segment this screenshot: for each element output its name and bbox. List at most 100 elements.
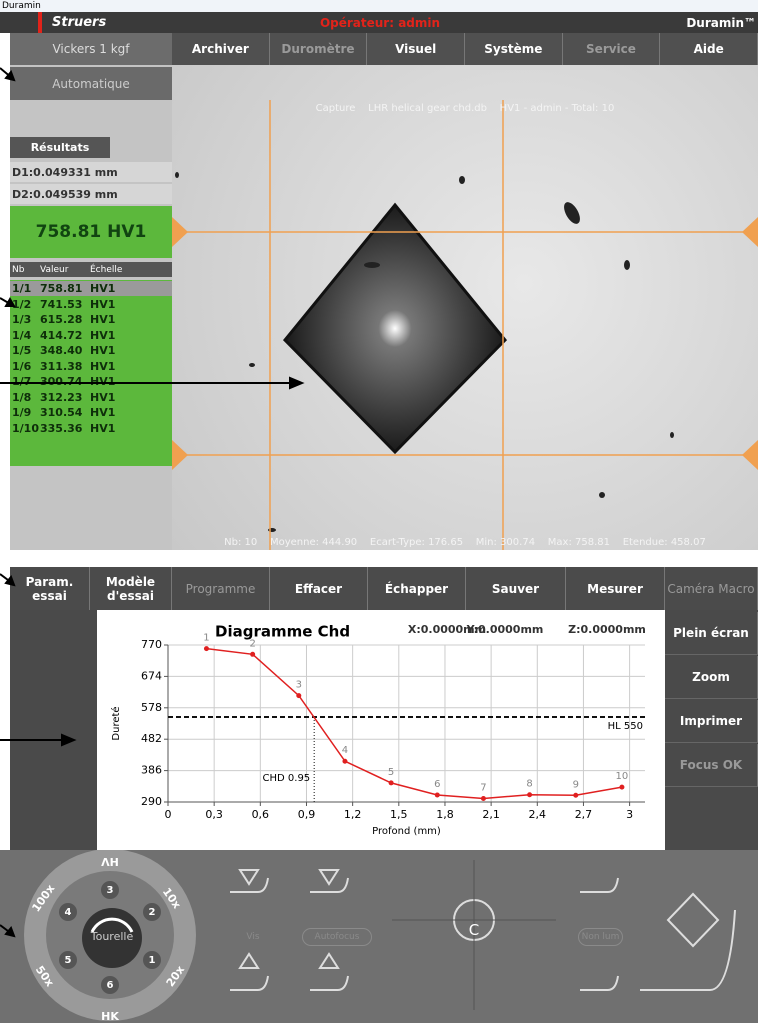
toolbar-button[interactable]: Programme (172, 567, 270, 610)
point-label: 1 (203, 633, 209, 644)
product: Duramin™ (640, 12, 758, 33)
turret-position[interactable]: 6 (101, 976, 119, 994)
turret-position[interactable]: 1 (143, 951, 161, 969)
point-label: 3 (296, 680, 302, 691)
point (389, 780, 394, 785)
point-label: 4 (342, 745, 348, 756)
point (481, 796, 486, 801)
x-tick-label: 2,4 (529, 808, 547, 821)
toolbar-button[interactable]: Param. essai (10, 567, 90, 610)
toolbar-button[interactable]: Effacer (270, 567, 368, 610)
toolbar-button[interactable]: Caméra Macro (665, 567, 758, 610)
column-header: Échelle (90, 262, 150, 277)
chart-left-area (10, 610, 97, 850)
chd-label: CHD 0.95 (263, 773, 311, 784)
point (204, 646, 209, 651)
menu-item[interactable]: Service (563, 33, 661, 65)
table-cell: HV1 (90, 390, 150, 405)
table-cell: HV1 (90, 405, 150, 420)
y-tick-label: 674 (141, 669, 162, 682)
table-cell: HV1 (90, 297, 150, 312)
x-tick-label: 1,2 (344, 808, 362, 821)
x-tick-label: 2,7 (575, 808, 593, 821)
table-cell: HV1 (90, 421, 150, 436)
turret-label: HK (90, 1008, 130, 1024)
side-button[interactable]: Plein écran (665, 612, 758, 655)
control-button[interactable]: C (454, 910, 494, 950)
table-cell: HV1 (90, 328, 150, 343)
point-label: 8 (526, 779, 532, 790)
point-label: 5 (388, 767, 394, 778)
control-button[interactable]: Non lum (578, 928, 623, 946)
chart-title: Diagramme Chd (215, 623, 350, 641)
x-tick-label: 2,1 (482, 808, 500, 821)
caption-bottom: Nb: 10 Moyenne: 444.90 Ecart-Type: 176.6… (172, 534, 758, 550)
table-cell: HV1 (90, 312, 150, 327)
point (435, 793, 440, 798)
y-tick-label: 290 (141, 795, 162, 808)
turret-label: ΛH (90, 854, 130, 870)
turret-position[interactable]: 4 (59, 903, 77, 921)
point-label: 10 (616, 771, 629, 782)
camera-image (172, 65, 758, 550)
side-button[interactable]: Imprimer (665, 700, 758, 743)
menu-item[interactable]: Système (465, 33, 563, 65)
point-label: 2 (249, 638, 255, 649)
x-tick-label: 0,3 (205, 808, 223, 821)
toolbar-button[interactable]: Échapper (368, 567, 466, 610)
side-button[interactable]: Focus OK (665, 744, 758, 787)
point (342, 759, 347, 764)
point-label: 9 (573, 779, 579, 790)
toolbar-button[interactable]: Sauver (466, 567, 566, 610)
y-axis-label: Dureté (110, 706, 122, 740)
turret-position[interactable]: 3 (101, 881, 119, 899)
point-label: 6 (434, 779, 440, 790)
results-tab[interactable]: Résultats (10, 137, 110, 158)
table-cell: HV1 (90, 343, 150, 358)
point (250, 652, 255, 657)
x-tick-label: 1,5 (390, 808, 408, 821)
x-tick-label: 0,6 (252, 808, 269, 821)
mode-button[interactable]: Automatique (10, 67, 172, 100)
table-cell: HV1 (90, 374, 150, 389)
x-tick-label: 3 (626, 808, 633, 821)
toolbar-button[interactable]: Mesurer (566, 567, 665, 610)
caption-top: Capture LHR helical gear chd.db HV1 - ad… (172, 100, 758, 116)
x-tick-label: 0,9 (298, 808, 316, 821)
turret-position[interactable]: 2 (143, 903, 161, 921)
threshold-label: HL 550 (608, 721, 643, 732)
control-button[interactable]: Autofocus (302, 928, 372, 946)
page: DuraminStruersOpérateur: adminDuramin™Vi… (0, 0, 758, 1023)
control-button[interactable]: Vis (233, 928, 273, 946)
menu-item[interactable]: Visuel (367, 33, 465, 65)
point-label: 7 (480, 782, 486, 793)
method-button[interactable]: Vickers 1 kgf (10, 33, 172, 65)
table-cell: HV1 (90, 281, 150, 296)
point (619, 785, 624, 790)
coordinate: Z:0.0000mm (568, 623, 646, 636)
specimen (172, 65, 758, 550)
operator: Opérateur: admin (280, 12, 480, 33)
table-cell: HV1 (90, 359, 150, 374)
window-title: Duramin (0, 0, 758, 12)
y-tick-label: 482 (141, 732, 162, 745)
x-tick-label: 0 (165, 808, 172, 821)
d2: D2:0.049539 mm (10, 184, 172, 204)
toolbar-button[interactable]: Modèle d'essai (90, 567, 172, 610)
point (527, 792, 532, 797)
point (573, 793, 578, 798)
y-tick-label: 770 (141, 638, 162, 651)
turret-position[interactable]: 5 (59, 951, 77, 969)
menu-item[interactable]: Archiver (172, 33, 270, 65)
coordinate: Y:0.0000mm (466, 623, 544, 636)
x-axis-label: Profond (mm) (372, 826, 441, 837)
y-tick-label: 578 (141, 701, 162, 714)
side-button[interactable]: Zoom (665, 656, 758, 699)
x-tick-label: 1,8 (436, 808, 454, 821)
menu-item[interactable]: Duromètre (270, 33, 368, 65)
point (296, 693, 301, 698)
menu-item[interactable]: Aide (660, 33, 758, 65)
result-value: 758.81 HV1 (10, 206, 172, 258)
turret-name: Tourelle (82, 928, 142, 944)
